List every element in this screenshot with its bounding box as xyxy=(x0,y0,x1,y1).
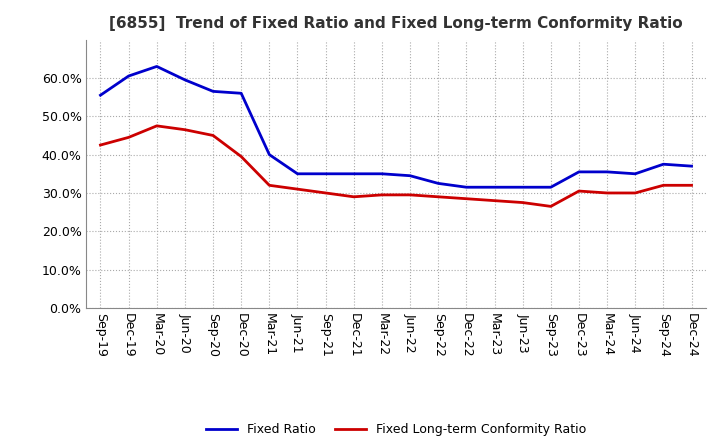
Fixed Long-term Conformity Ratio xyxy=(575,188,583,194)
Fixed Ratio xyxy=(96,92,105,98)
Fixed Ratio xyxy=(462,185,471,190)
Fixed Ratio xyxy=(209,89,217,94)
Fixed Ratio xyxy=(659,161,667,167)
Fixed Long-term Conformity Ratio xyxy=(349,194,358,199)
Line: Fixed Long-term Conformity Ratio: Fixed Long-term Conformity Ratio xyxy=(101,126,691,206)
Legend: Fixed Ratio, Fixed Long-term Conformity Ratio: Fixed Ratio, Fixed Long-term Conformity … xyxy=(201,418,591,440)
Fixed Ratio xyxy=(153,64,161,69)
Fixed Ratio xyxy=(377,171,386,176)
Fixed Ratio xyxy=(518,185,527,190)
Fixed Long-term Conformity Ratio xyxy=(125,135,133,140)
Fixed Long-term Conformity Ratio xyxy=(462,196,471,202)
Fixed Long-term Conformity Ratio xyxy=(490,198,499,203)
Fixed Long-term Conformity Ratio xyxy=(434,194,443,199)
Fixed Long-term Conformity Ratio xyxy=(321,191,330,196)
Fixed Ratio xyxy=(603,169,611,175)
Fixed Long-term Conformity Ratio xyxy=(631,191,639,196)
Fixed Ratio xyxy=(265,152,274,157)
Fixed Ratio xyxy=(125,73,133,79)
Fixed Ratio xyxy=(406,173,415,178)
Fixed Ratio xyxy=(575,169,583,175)
Fixed Long-term Conformity Ratio xyxy=(96,143,105,148)
Fixed Ratio xyxy=(434,181,443,186)
Fixed Long-term Conformity Ratio xyxy=(603,191,611,196)
Fixed Long-term Conformity Ratio xyxy=(293,187,302,192)
Fixed Long-term Conformity Ratio xyxy=(546,204,555,209)
Fixed Ratio xyxy=(237,91,246,96)
Title: [6855]  Trend of Fixed Ratio and Fixed Long-term Conformity Ratio: [6855] Trend of Fixed Ratio and Fixed Lo… xyxy=(109,16,683,32)
Fixed Long-term Conformity Ratio xyxy=(237,154,246,159)
Fixed Ratio xyxy=(181,77,189,82)
Fixed Long-term Conformity Ratio xyxy=(265,183,274,188)
Fixed Ratio xyxy=(490,185,499,190)
Fixed Long-term Conformity Ratio xyxy=(181,127,189,132)
Fixed Ratio xyxy=(349,171,358,176)
Line: Fixed Ratio: Fixed Ratio xyxy=(101,66,691,187)
Fixed Long-term Conformity Ratio xyxy=(518,200,527,205)
Fixed Long-term Conformity Ratio xyxy=(377,192,386,198)
Fixed Long-term Conformity Ratio xyxy=(406,192,415,198)
Fixed Ratio xyxy=(631,171,639,176)
Fixed Long-term Conformity Ratio xyxy=(209,133,217,138)
Fixed Long-term Conformity Ratio xyxy=(153,123,161,128)
Fixed Long-term Conformity Ratio xyxy=(687,183,696,188)
Fixed Long-term Conformity Ratio xyxy=(659,183,667,188)
Fixed Ratio xyxy=(546,185,555,190)
Fixed Ratio xyxy=(321,171,330,176)
Fixed Ratio xyxy=(687,164,696,169)
Fixed Ratio xyxy=(293,171,302,176)
